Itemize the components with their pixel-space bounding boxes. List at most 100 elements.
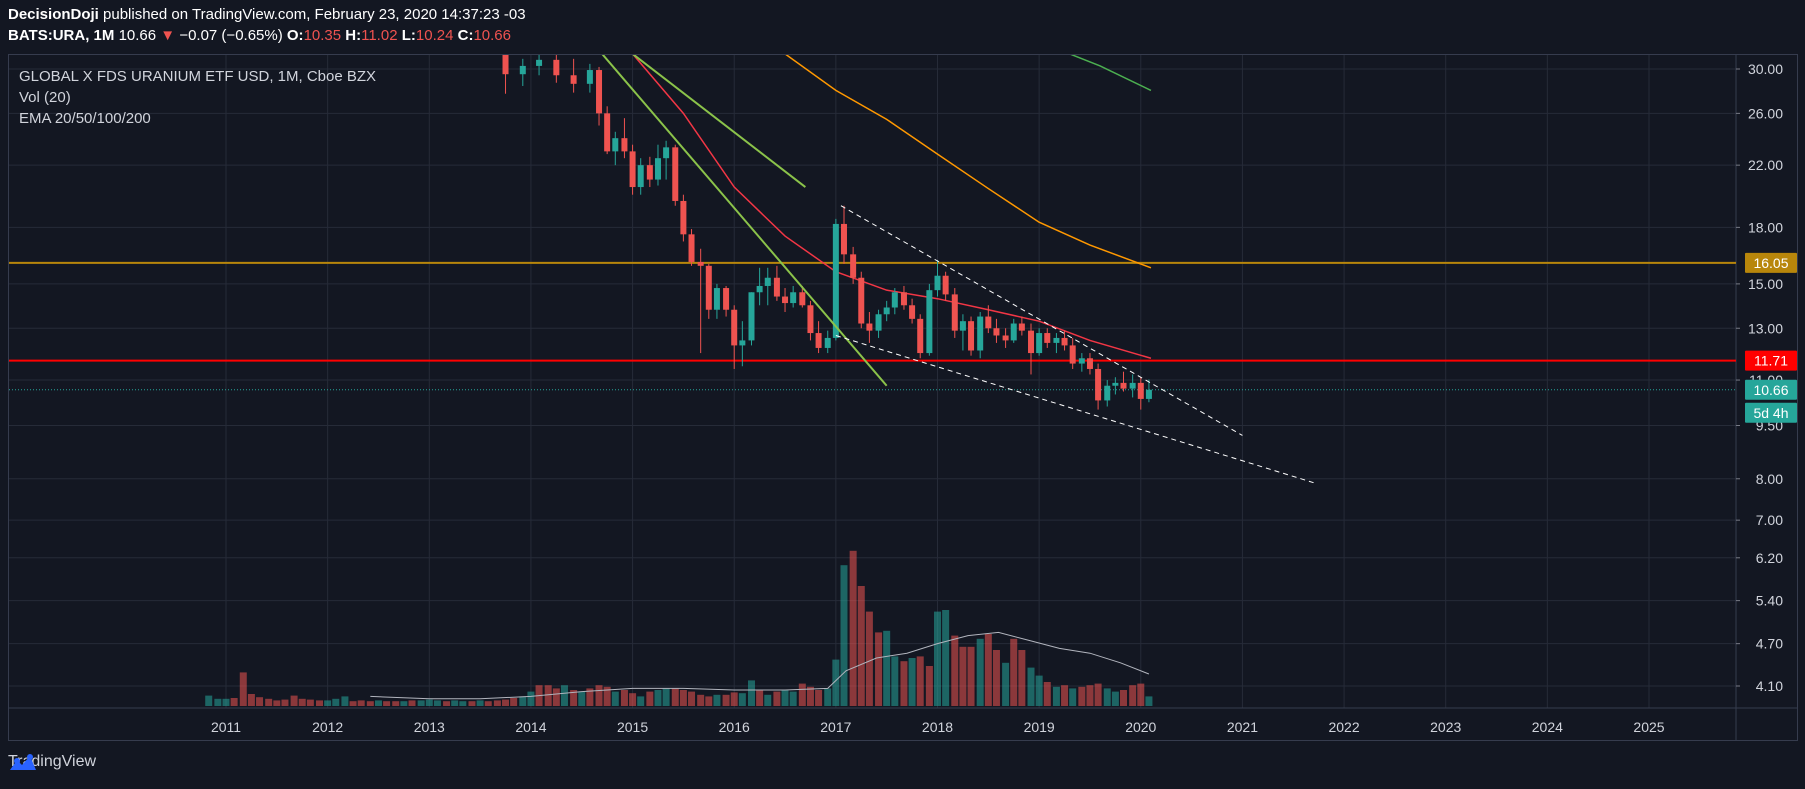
volume-bar: [1078, 686, 1086, 706]
tradingview-footer[interactable]: TradingView: [8, 753, 96, 771]
volume-bar: [400, 701, 408, 706]
volume-bar: [290, 695, 298, 706]
candle-body: [663, 147, 670, 159]
candle-body: [1028, 330, 1035, 354]
volume-bar: [967, 646, 975, 706]
candle-body: [891, 292, 898, 308]
candle-body: [773, 277, 780, 297]
y-tick-label: 30.00: [1748, 61, 1783, 77]
volume-bar: [925, 666, 933, 706]
x-tick-label: 2022: [1328, 719, 1359, 735]
volume-bar: [730, 692, 738, 706]
trend-line[interactable]: [601, 54, 888, 387]
candle-body: [713, 288, 720, 310]
volume-bar: [798, 683, 806, 706]
volume-ma-line: [370, 631, 1150, 700]
trend-line[interactable]: [840, 205, 1243, 436]
volume-bar: [374, 700, 382, 706]
price-axis-label: 16.05: [1753, 255, 1788, 271]
volume-bar: [1145, 696, 1153, 706]
candle-body: [570, 75, 577, 84]
volume-bar: [815, 690, 823, 706]
price-axis-label-bg: [1745, 252, 1797, 273]
candle-body: [1061, 337, 1068, 346]
volume-bar: [722, 694, 730, 706]
volume-bar: [713, 694, 721, 706]
y-tick-label: 18.00: [1748, 219, 1783, 235]
x-tick-label: 2011: [211, 719, 241, 735]
last-price: 10.66: [118, 27, 157, 44]
volume-bar: [942, 610, 950, 706]
volume-bar: [265, 698, 273, 706]
candle-body: [959, 321, 966, 331]
volume-bar: [341, 696, 349, 706]
x-tick-label: 2023: [1430, 719, 1461, 735]
publish-info: published on TradingView.com, February 2…: [98, 6, 526, 23]
volume-bar: [747, 680, 755, 706]
candle-body: [629, 151, 636, 188]
volume-bar: [332, 698, 340, 706]
low-value: 10.24: [415, 27, 454, 44]
legend-volume[interactable]: Vol (20): [19, 89, 71, 106]
x-tick-label: 2018: [922, 719, 953, 735]
volume-bar: [1061, 685, 1069, 706]
volume-bar: [1010, 638, 1018, 706]
y-tick-label: 4.70: [1756, 636, 1783, 652]
volume-bar: [1027, 667, 1035, 706]
volume-bar: [738, 693, 746, 706]
candle-body: [917, 318, 924, 354]
candle-body: [850, 254, 857, 278]
candle-body: [782, 296, 789, 304]
high-value: 11.02: [361, 27, 398, 44]
volume-bar: [1043, 682, 1051, 706]
trend-line[interactable]: [632, 54, 806, 188]
candle-body: [723, 288, 730, 310]
candle-body: [1095, 368, 1102, 401]
x-tick-label: 2012: [312, 719, 343, 735]
volume-bar: [451, 700, 459, 706]
volume-bar: [256, 697, 264, 706]
candle-body: [858, 277, 865, 324]
candle-body: [934, 275, 941, 291]
volume-bar: [484, 701, 492, 706]
volume-bar: [629, 693, 637, 706]
close-value: 10.66: [473, 27, 511, 44]
volume-bar: [433, 700, 441, 706]
volume-bar: [679, 690, 687, 706]
volume-bar: [992, 650, 1000, 706]
volume-bar: [425, 699, 433, 706]
volume-bar: [756, 690, 764, 706]
volume-bar: [832, 659, 840, 706]
y-tick-label: 7.00: [1756, 512, 1783, 528]
symbol-label: BATS:URA, 1M: [8, 27, 115, 44]
x-tick-label: 2021: [1227, 719, 1258, 735]
trend-line[interactable]: [835, 335, 1314, 484]
low-label: L:: [401, 27, 416, 44]
volume-bar: [349, 701, 357, 706]
volume-bar: [570, 690, 578, 706]
legend-ema[interactable]: EMA 20/50/100/200: [19, 110, 151, 127]
chart-frame[interactable]: [8, 54, 1798, 741]
close-label: C:: [457, 27, 474, 44]
volume-bar: [900, 661, 908, 706]
price-axis-label-bg: [1745, 379, 1797, 400]
volume-bar: [865, 611, 873, 706]
author-name[interactable]: DecisionDoji: [8, 6, 99, 23]
candle-body: [1002, 335, 1009, 341]
candle-body: [832, 223, 839, 338]
candle-body: [909, 305, 916, 319]
volume-bar: [824, 688, 832, 706]
candle-body: [654, 158, 661, 180]
price-change: −0.07 (−0.65%): [179, 27, 283, 44]
candle-body: [586, 70, 593, 84]
volume-bar: [875, 632, 883, 706]
volume-bar: [934, 611, 941, 706]
candle-body: [553, 59, 560, 76]
volume-bar: [1094, 683, 1102, 706]
candle-body: [883, 307, 890, 315]
candle-body: [866, 323, 873, 331]
volume-bar: [603, 686, 611, 706]
volume-bar: [951, 635, 959, 706]
volume-bar: [1111, 691, 1119, 706]
